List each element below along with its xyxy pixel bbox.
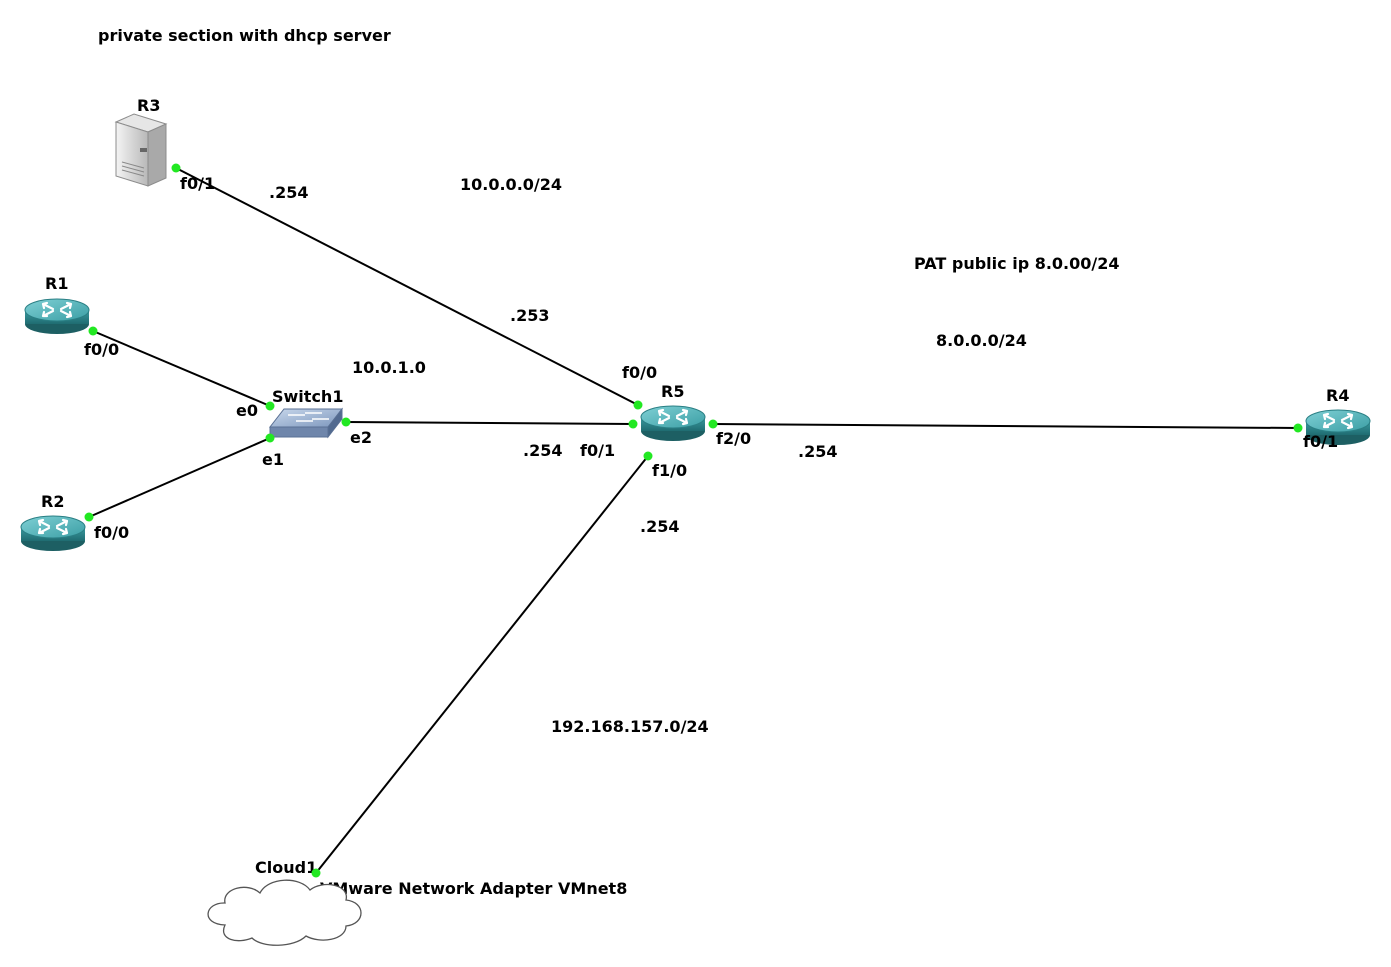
port-dot-sw-e1[interactable]	[265, 433, 275, 443]
router-icon	[639, 404, 707, 443]
node-cloud1[interactable]: Cloud1	[207, 858, 362, 946]
note-net-192: 192.168.157.0/24	[551, 717, 709, 736]
port-dots	[84, 163, 1303, 878]
port-dot-r4-f01[interactable]	[1293, 423, 1303, 433]
port-label-r5-f10: f1/0	[652, 461, 687, 480]
router-icon	[23, 297, 91, 336]
cloud-icon	[207, 879, 362, 946]
port-label-sw-e1: e1	[262, 450, 284, 469]
link-r2-switch1[interactable]	[88, 437, 271, 518]
note-vmnet: VMware Network Adapter VMnet8	[320, 879, 627, 898]
node-r1[interactable]: R1	[23, 274, 91, 336]
port-dot-r5-f20[interactable]	[708, 419, 718, 429]
note-net-10-0-1: 10.0.1.0	[352, 358, 426, 377]
port-dot-sw-e0[interactable]	[265, 401, 275, 411]
node-switch1[interactable]: Switch1	[268, 387, 344, 439]
port-label-r1-f00: f0/0	[84, 340, 119, 359]
note-net-8-0-0: 8.0.0.0/24	[936, 331, 1027, 350]
port-label-sw-e0: e0	[236, 401, 258, 420]
link-r5-r4[interactable]	[712, 423, 1299, 429]
link-r1-switch1[interactable]	[92, 330, 271, 407]
node-label-r5: R5	[661, 382, 684, 401]
port-label-r5-f20: f2/0	[716, 429, 751, 448]
port-dot-r3-f01[interactable]	[171, 163, 181, 173]
node-r4[interactable]: R4	[1304, 386, 1372, 447]
node-label-r4: R4	[1326, 386, 1349, 405]
switch-icon	[268, 407, 344, 439]
note-private-section: private section with dhcp server	[98, 26, 391, 45]
server-icon	[114, 113, 168, 187]
link-switch1-r5[interactable]	[345, 421, 634, 425]
port-label-r3-f01: f0/1	[180, 174, 215, 193]
node-r5[interactable]: R5	[639, 382, 707, 443]
node-label-r3: R3	[137, 96, 160, 115]
port-dot-r5-f00[interactable]	[633, 400, 643, 410]
link-r3-r5[interactable]	[175, 167, 639, 406]
note-net-10-0-0: 10.0.0.0/24	[460, 175, 562, 194]
port-label-r2-f00: f0/0	[94, 523, 129, 542]
link-r5-cloud1[interactable]	[315, 455, 649, 874]
address-r5-f01-254: .254	[523, 441, 562, 460]
node-label-switch1: Switch1	[272, 387, 343, 406]
address-r3-254: .254	[269, 183, 308, 202]
address-r5-f10-254: .254	[640, 517, 679, 536]
node-r3[interactable]: R3	[114, 96, 168, 187]
links	[88, 167, 1299, 874]
note-pat-public: PAT public ip 8.0.00/24	[914, 254, 1120, 273]
port-dot-r1-f00[interactable]	[88, 326, 98, 336]
port-dot-r5-f01[interactable]	[628, 419, 638, 429]
node-label-r1: R1	[45, 274, 68, 293]
router-icon	[19, 514, 87, 553]
port-dot-cloud1[interactable]	[311, 868, 321, 878]
port-label-r5-f01: f0/1	[580, 441, 615, 460]
address-r5-253: .253	[510, 306, 549, 325]
node-r2[interactable]: R2	[19, 492, 87, 553]
port-label-r5-f00: f0/0	[622, 363, 657, 382]
address-r5-f20-254: .254	[798, 442, 837, 461]
node-label-cloud1: Cloud1	[255, 858, 317, 877]
port-label-sw-e2: e2	[350, 428, 372, 447]
port-dot-r2-f00[interactable]	[84, 512, 94, 522]
port-dot-r5-f10[interactable]	[643, 451, 653, 461]
node-label-r2: R2	[41, 492, 64, 511]
port-label-r4-f01: f0/1	[1303, 432, 1338, 451]
port-dot-sw-e2[interactable]	[341, 417, 351, 427]
